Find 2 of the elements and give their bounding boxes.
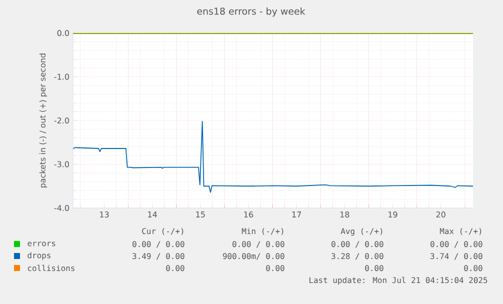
chart-title: ens18 errors - by week: [197, 7, 306, 17]
line-series: [73, 120, 474, 193]
